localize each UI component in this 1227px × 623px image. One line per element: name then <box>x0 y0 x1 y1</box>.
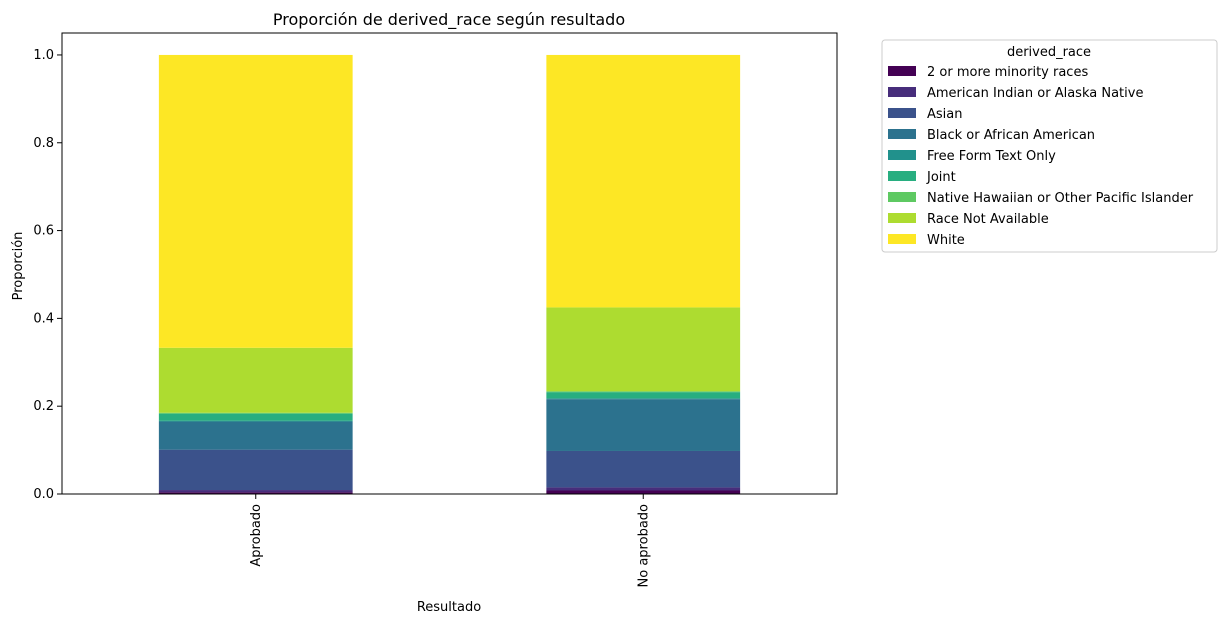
bar-segment-1-5 <box>546 392 741 399</box>
bar-segment-1-2 <box>546 450 741 488</box>
legend-label: American Indian or Alaska Native <box>927 86 1143 101</box>
bar-segment-0-3 <box>158 421 353 450</box>
legend-swatch <box>888 129 916 139</box>
y-tick-label: 1.0 <box>33 48 54 63</box>
legend-label: Native Hawaiian or Other Pacific Islande… <box>927 191 1194 206</box>
bar-segment-1-1 <box>546 487 741 491</box>
bar-segment-0-4 <box>158 420 353 422</box>
legend-items: 2 or more minority races American Indian … <box>888 65 1194 248</box>
legend-swatch <box>888 192 916 202</box>
bar-segment-1-3 <box>546 399 741 451</box>
legend: derived_race 2 or more minority races Ame… <box>881 39 1218 253</box>
legend-label: White <box>927 233 965 248</box>
plot-frame <box>61 32 838 495</box>
bar-segment-0-8 <box>158 54 353 348</box>
bar-segment-0-7 <box>158 347 353 413</box>
y-tick-label: 0.8 <box>33 136 54 151</box>
bar-segment-0-5 <box>158 413 353 421</box>
legend-title: derived_race <box>1007 45 1091 60</box>
bar-segment-0-1 <box>158 490 353 493</box>
bars-group <box>158 54 741 494</box>
legend-label: 2 or more minority races <box>927 65 1088 80</box>
y-axis: 0.0 0.2 0.4 0.6 0.8 1.0 <box>33 48 62 502</box>
y-tick-label: 0.4 <box>33 311 54 326</box>
legend-label: Race Not Available <box>927 212 1049 227</box>
bar-segment-1-7 <box>546 307 741 392</box>
bar-segment-0-0 <box>158 492 353 494</box>
x-axis-label: Resultado <box>417 600 481 615</box>
legend-swatch <box>888 150 916 160</box>
legend-swatch <box>888 66 916 76</box>
bar-segment-0-2 <box>158 449 353 491</box>
legend-box <box>881 39 1218 253</box>
chart-title: Proporción de derived_race según resulta… <box>273 10 625 30</box>
legend-swatch <box>888 234 916 244</box>
bar-segment-1-0 <box>546 490 741 494</box>
y-tick-label: 0.6 <box>33 224 54 239</box>
legend-swatch <box>888 171 916 181</box>
bar-segment-1-6 <box>546 391 741 393</box>
y-tick-label: 0.0 <box>33 487 54 502</box>
x-tick-label: No aprobado <box>636 504 651 588</box>
legend-swatch <box>888 213 916 223</box>
legend-swatch <box>888 87 916 97</box>
legend-swatch <box>888 108 916 118</box>
bar-segment-1-8 <box>546 54 741 308</box>
bar-segment-1-4 <box>546 398 741 400</box>
legend-label: Joint <box>926 170 956 185</box>
bar-segment-0-6 <box>158 412 353 414</box>
x-axis: Aprobado No aprobado <box>249 494 651 588</box>
legend-label: Asian <box>927 107 962 122</box>
x-tick-label: Aprobado <box>249 504 264 567</box>
legend-label: Black or African American <box>927 128 1095 143</box>
y-axis-label: Proporción <box>11 232 26 301</box>
legend-label: Free Form Text Only <box>927 149 1056 164</box>
y-tick-label: 0.2 <box>33 399 54 414</box>
